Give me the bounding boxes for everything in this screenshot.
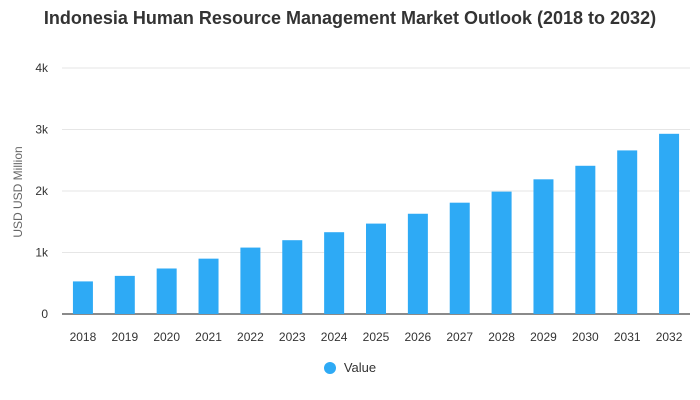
bar-2021	[198, 258, 219, 314]
y-tick-label: 3k	[35, 123, 49, 137]
x-tick-label: 2020	[153, 330, 180, 344]
x-tick-label: 2025	[363, 330, 390, 344]
x-tick-label: 2030	[572, 330, 599, 344]
x-tick-label: 2031	[614, 330, 641, 344]
bar-2023	[282, 240, 303, 314]
bar-2026	[407, 213, 428, 314]
x-tick-label: 2027	[446, 330, 473, 344]
bar-2029	[533, 179, 554, 314]
bar-2020	[156, 268, 177, 314]
legend-label: Value	[343, 360, 377, 375]
x-tick-label: 2021	[195, 330, 222, 344]
bar-2018	[72, 281, 93, 314]
bar-2032	[659, 133, 680, 314]
bar-2028	[491, 191, 512, 314]
bar-2027	[449, 202, 470, 314]
chart-title: Indonesia Human Resource Management Mark…	[43, 8, 657, 28]
bar-2025	[366, 223, 386, 314]
bar-2019	[114, 275, 135, 314]
x-tick-label: 2029	[530, 330, 557, 344]
x-tick-label: 2022	[237, 330, 264, 344]
bar-2024	[324, 232, 345, 314]
y-tick-label: 4k	[35, 61, 49, 75]
bar-2030	[575, 165, 596, 314]
bars	[72, 133, 680, 314]
y-tick-label: 2k	[35, 184, 49, 198]
bar-2031	[617, 150, 638, 314]
y-tick-label: 0	[41, 307, 48, 321]
legend: Value	[0, 360, 700, 375]
x-axis-ticks: 2018 2019 2020 2021 2022 2023 2024 2025 2026 2027…	[70, 330, 683, 344]
legend-swatch	[323, 361, 336, 374]
x-tick-label: 2028	[488, 330, 515, 344]
x-tick-label: 2024	[321, 330, 348, 344]
x-tick-label: 2026	[405, 330, 432, 344]
y-axis-ticks: 0 1k 2k 3k 4k	[35, 61, 49, 321]
x-tick-label: 2019	[111, 330, 138, 344]
x-tick-label: 2018	[70, 330, 97, 344]
y-tick-label: 1k	[35, 246, 49, 260]
x-tick-label: 2023	[279, 330, 306, 344]
bar-2022	[240, 247, 261, 314]
y-axis-label: USD USD Million	[11, 146, 25, 237]
x-tick-label: 2032	[656, 330, 683, 344]
